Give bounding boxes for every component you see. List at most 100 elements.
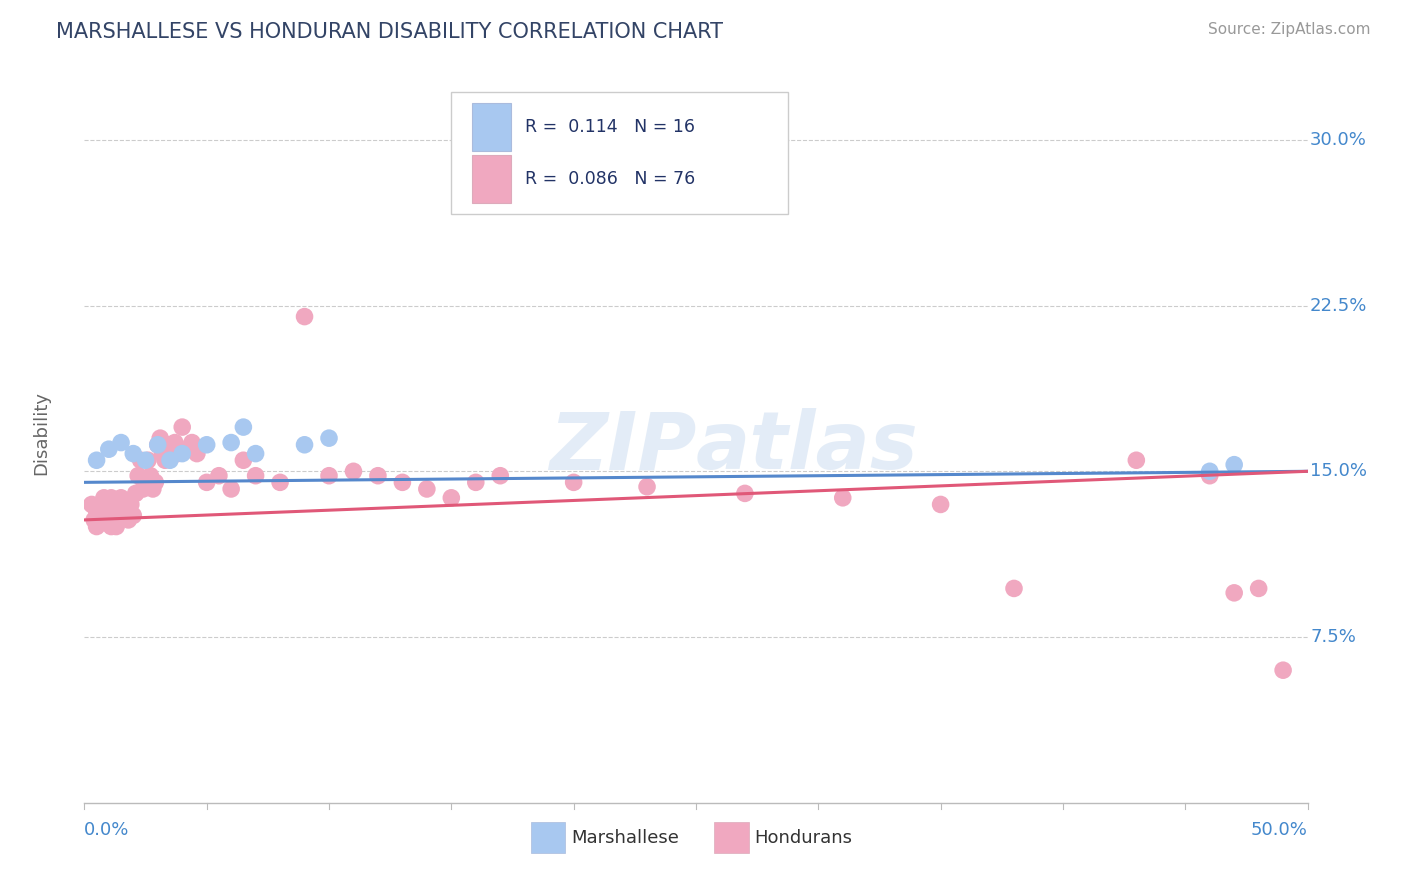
Point xyxy=(367,468,389,483)
Point xyxy=(115,501,138,516)
Point xyxy=(294,310,316,324)
Point xyxy=(135,453,157,467)
Point xyxy=(87,515,110,529)
Point xyxy=(208,468,231,483)
Point xyxy=(195,438,218,452)
Point xyxy=(219,482,242,496)
Text: 50.0%: 50.0% xyxy=(1251,822,1308,839)
Point xyxy=(135,475,157,490)
FancyBboxPatch shape xyxy=(472,103,512,152)
Point xyxy=(269,475,291,490)
Point xyxy=(93,491,115,505)
Point xyxy=(96,513,118,527)
Point xyxy=(318,431,340,445)
Point xyxy=(172,420,194,434)
Point xyxy=(232,453,254,467)
Point xyxy=(107,498,129,512)
Point xyxy=(142,482,165,496)
Point xyxy=(734,486,756,500)
Point xyxy=(562,475,585,490)
Point xyxy=(86,504,108,518)
Point xyxy=(929,498,952,512)
Point xyxy=(1198,464,1220,478)
Point xyxy=(143,475,166,490)
Point xyxy=(163,435,186,450)
Point xyxy=(181,435,204,450)
Point xyxy=(139,468,162,483)
Point xyxy=(159,453,181,467)
Point xyxy=(176,442,198,457)
Point xyxy=(172,447,194,461)
Text: R =  0.086   N = 76: R = 0.086 N = 76 xyxy=(524,169,695,187)
Text: 30.0%: 30.0% xyxy=(1310,131,1367,149)
Point xyxy=(245,468,267,483)
Point xyxy=(159,438,181,452)
Text: MARSHALLESE VS HONDURAN DISABILITY CORRELATION CHART: MARSHALLESE VS HONDURAN DISABILITY CORRE… xyxy=(56,22,723,42)
Point xyxy=(342,464,364,478)
Point xyxy=(149,431,172,445)
Point xyxy=(90,501,112,516)
Point xyxy=(122,447,145,461)
Point xyxy=(132,482,155,496)
Point xyxy=(391,475,413,490)
FancyBboxPatch shape xyxy=(451,92,787,214)
Point xyxy=(103,513,125,527)
Text: Marshallese: Marshallese xyxy=(571,829,679,847)
Point xyxy=(166,447,188,461)
Point xyxy=(219,435,242,450)
Point xyxy=(80,498,103,512)
Text: 0.0%: 0.0% xyxy=(84,822,129,839)
Text: R =  0.114   N = 16: R = 0.114 N = 16 xyxy=(524,118,695,136)
Text: Disability: Disability xyxy=(32,391,51,475)
Point xyxy=(100,491,122,505)
FancyBboxPatch shape xyxy=(714,822,748,853)
Point xyxy=(112,508,135,523)
Point xyxy=(153,453,176,467)
Point xyxy=(103,501,125,516)
Point xyxy=(110,504,132,518)
Point xyxy=(83,513,105,527)
Point xyxy=(120,498,142,512)
Point xyxy=(464,475,486,490)
Point xyxy=(117,513,139,527)
Point xyxy=(1272,663,1295,677)
Point xyxy=(152,447,174,461)
Point xyxy=(136,453,159,467)
Text: 15.0%: 15.0% xyxy=(1310,462,1367,480)
Point xyxy=(122,508,145,523)
Point xyxy=(87,508,110,523)
Point xyxy=(636,480,658,494)
Point xyxy=(97,508,120,523)
Point xyxy=(245,447,267,461)
Text: 7.5%: 7.5% xyxy=(1310,628,1355,646)
Point xyxy=(105,519,128,533)
Point xyxy=(440,491,463,505)
Point xyxy=(100,519,122,533)
FancyBboxPatch shape xyxy=(531,822,565,853)
Point xyxy=(90,513,112,527)
Point xyxy=(1125,453,1147,467)
Point xyxy=(1223,586,1246,600)
Point xyxy=(831,491,853,505)
Point xyxy=(232,420,254,434)
Point xyxy=(105,508,128,523)
Point xyxy=(110,491,132,505)
Point xyxy=(489,468,512,483)
Text: atlas: atlas xyxy=(696,409,918,486)
Point xyxy=(110,435,132,450)
Point xyxy=(129,453,152,467)
Point xyxy=(1198,468,1220,483)
Text: Source: ZipAtlas.com: Source: ZipAtlas.com xyxy=(1208,22,1371,37)
Point xyxy=(146,438,169,452)
Point xyxy=(186,447,208,461)
Point xyxy=(416,482,439,496)
Point xyxy=(1247,582,1270,596)
Point xyxy=(86,453,108,467)
Point xyxy=(96,498,118,512)
Point xyxy=(125,486,148,500)
Point xyxy=(97,442,120,457)
Text: ZIP: ZIP xyxy=(548,409,696,486)
Point xyxy=(107,513,129,527)
Point xyxy=(97,501,120,516)
Point xyxy=(318,468,340,483)
